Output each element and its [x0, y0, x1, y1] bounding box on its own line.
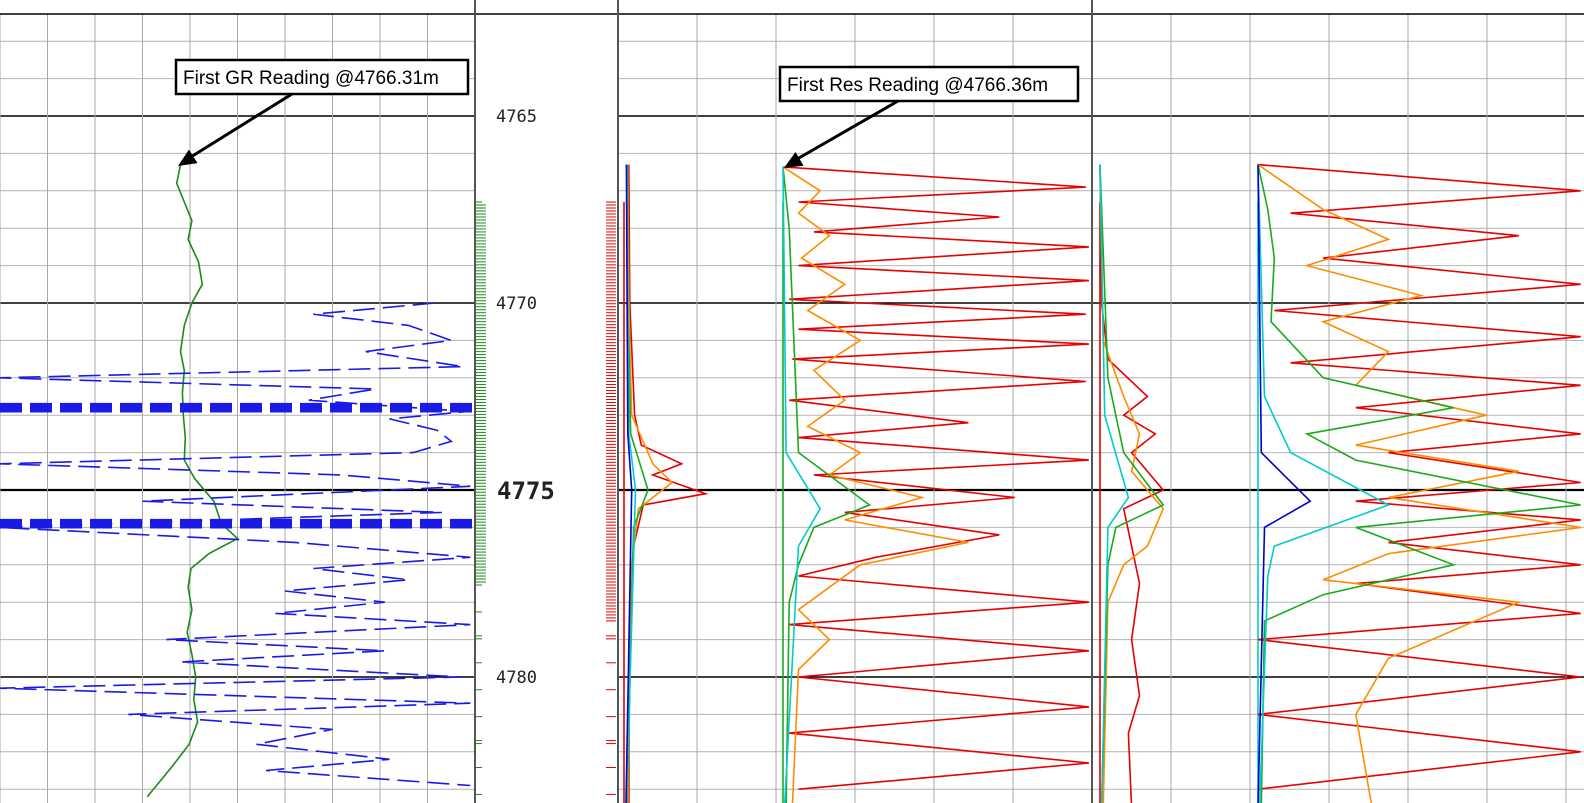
- depth-label: 4770: [496, 294, 537, 314]
- callout-box: [174, 58, 470, 96]
- gr-series-0: [146, 164, 239, 798]
- res-deep-series-0: [782, 166, 1089, 790]
- callout-label: First Res Reading @4766.36m: [787, 75, 1048, 96]
- callout-arrow: [791, 99, 899, 164]
- res-shallow-series-4: [625, 164, 633, 803]
- callout-arrowhead: [178, 149, 198, 166]
- res-right-deep-series-1: [1257, 163, 1581, 803]
- res-right-deep-series-2: [1257, 164, 1581, 803]
- callout-arrowhead: [784, 151, 804, 168]
- annotations: First GR Reading @4766.31m First Res Read…: [174, 58, 1080, 168]
- depth-track: 4765 4770 4775 4780: [476, 107, 616, 795]
- res-deep-series-1: [782, 166, 969, 803]
- callout-box: [778, 65, 1080, 103]
- res-right-shallow-series-1: [1099, 164, 1165, 803]
- resistivity-track-deep: [782, 166, 1089, 803]
- resistivity-track-right-deep: [1257, 163, 1581, 803]
- gamma-ray-track: [0, 164, 475, 798]
- res-right-deep-series-4: [1257, 164, 1312, 803]
- gr-series-1: [0, 302, 471, 787]
- res-right-shallow-series-3: [1099, 164, 1130, 803]
- res-deep-series-3: [782, 166, 822, 803]
- resistivity-track-right-shallow: [1099, 164, 1165, 803]
- res-shallow-series-0: [628, 164, 709, 803]
- res-deep-series-2: [782, 166, 872, 803]
- resistivity-track-shallow: [623, 164, 1259, 803]
- res-right-shallow-series-2: [1099, 164, 1165, 803]
- depth-label: 4775: [497, 477, 555, 505]
- depth-label: 4780: [496, 668, 537, 688]
- callout-arrow: [185, 92, 293, 162]
- depth-label: 4765: [496, 107, 537, 127]
- callout-label: First GR Reading @4766.31m: [183, 68, 439, 89]
- res-right-deep-series-0: [1257, 163, 1581, 790]
- res-right-shallow-series-0: [1099, 164, 1165, 803]
- res-right-deep-series-3: [1257, 164, 1391, 803]
